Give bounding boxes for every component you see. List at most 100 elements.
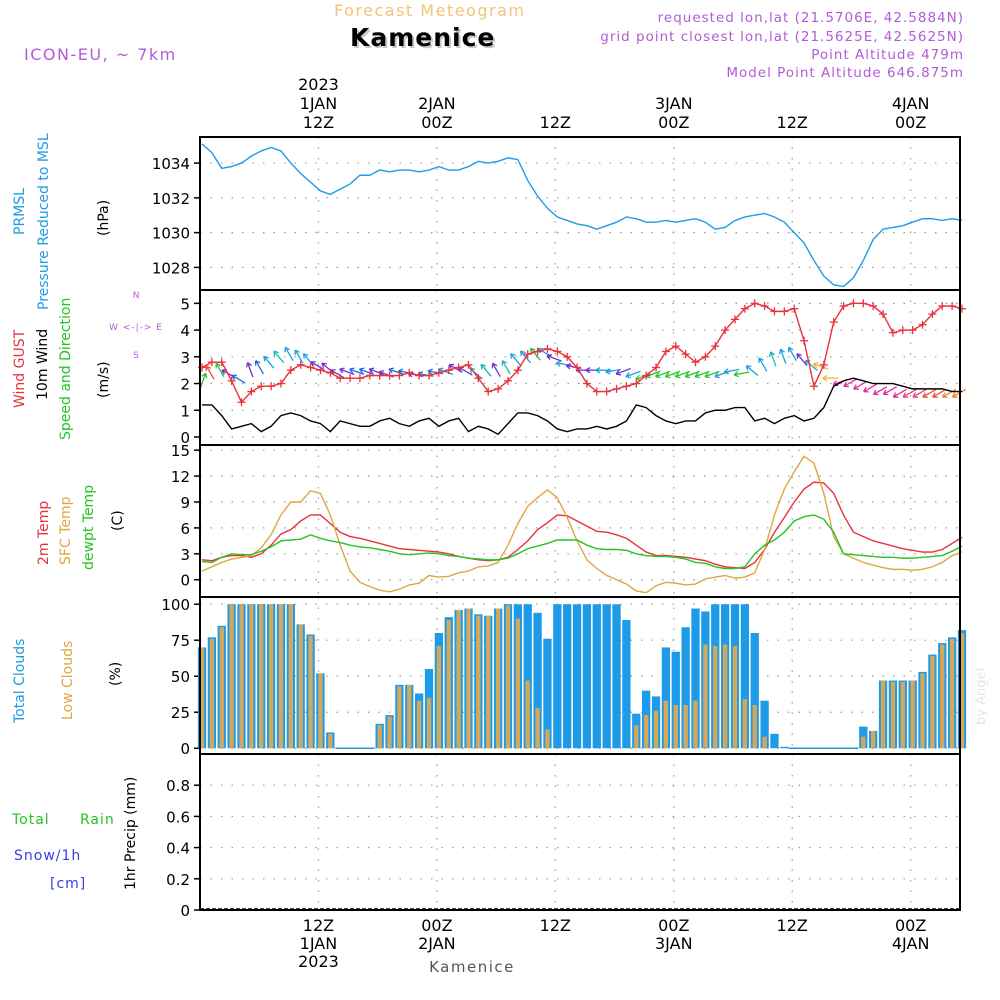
gust-marker	[543, 344, 552, 353]
gust-marker	[533, 347, 542, 356]
low-cloud-bar	[643, 715, 649, 749]
gust-marker	[602, 387, 611, 396]
top-time-label: 1JAN	[300, 94, 338, 113]
y-tick-label: 1028	[152, 259, 190, 277]
wind-arrow	[510, 353, 522, 366]
wind-arrow	[769, 351, 777, 367]
y-tick-label: 3	[180, 349, 190, 367]
wind-arrow	[902, 388, 917, 398]
low-cloud-bar	[722, 644, 728, 749]
wind-arrow	[942, 388, 957, 398]
y-tick-label: 1	[180, 402, 190, 420]
top-time-label: 00Z	[658, 113, 689, 132]
low-cloud-bar	[535, 707, 540, 749]
wind-arrow	[932, 388, 947, 398]
snow-unit-label: [cm]	[50, 876, 86, 892]
gust-marker	[267, 382, 276, 391]
series-line-dewpt	[201, 514, 963, 570]
low-cloud-bar	[456, 609, 461, 749]
pressure-labels: PRMSL Pressure Reduced to MSL (hPa)	[12, 133, 112, 310]
rain-label: Rain	[80, 812, 115, 828]
gust-marker	[622, 382, 631, 391]
bottom-time-label: 12Z	[777, 916, 808, 935]
wind-arrow	[310, 361, 325, 371]
low-cloud-bar	[920, 673, 925, 749]
gust-marker	[385, 371, 394, 380]
low-cloud-bar	[259, 604, 264, 749]
temperature-panel: 0 3 6 9 12 15	[171, 442, 963, 598]
location-title: Kamenice	[350, 23, 495, 52]
wind-arrow	[294, 349, 304, 364]
total-cloud-bar	[780, 746, 789, 749]
wind-arrow	[745, 365, 759, 377]
panel-frame	[199, 136, 961, 291]
gust-marker	[336, 374, 345, 383]
gust-marker	[296, 360, 305, 369]
gust-marker	[750, 299, 759, 308]
y-tick-label: 100	[161, 596, 190, 614]
low-cloud-bar	[713, 645, 718, 749]
bottom-time-label: 2023	[298, 952, 339, 971]
low-cloud-bar	[416, 700, 422, 749]
gust-marker	[464, 360, 473, 369]
low-cloud-bar	[949, 638, 955, 749]
gust-marker	[740, 304, 749, 313]
bottom-time-label: 1JAN	[300, 934, 338, 953]
gust-marker	[503, 376, 512, 385]
low-cloud-bar	[545, 729, 550, 749]
total-cloud-bar	[760, 700, 769, 749]
gust-marker	[888, 328, 897, 337]
low-cloud-bar	[436, 645, 442, 749]
y-tick-label: 25	[171, 704, 190, 722]
low-cloud-bar	[377, 725, 382, 749]
gust-marker	[582, 379, 591, 388]
y-tick-label: 50	[171, 668, 190, 686]
wind-arrow	[199, 372, 208, 388]
low-cloud-bar	[387, 716, 392, 749]
total-cloud-bar	[671, 651, 680, 749]
y-tick-label: 3	[180, 546, 190, 564]
top-time-label: 00Z	[895, 113, 926, 132]
wind-arrow	[843, 378, 858, 388]
total-cloud-bar	[622, 620, 631, 749]
y-tick-label: 12	[171, 468, 190, 486]
top-time-label: 00Z	[421, 113, 452, 132]
wind-arrow	[339, 367, 355, 375]
low-cloud-bar	[900, 681, 905, 749]
y-tick-label: 0	[180, 572, 190, 590]
low-cloud-bar	[199, 647, 205, 749]
wind10m-label: 10m Wind	[35, 329, 51, 400]
low-cloud-bar	[653, 710, 659, 749]
total-cloud-bar	[770, 733, 779, 749]
low-cloud-bar	[683, 705, 688, 749]
gust-marker	[908, 326, 917, 335]
gust-marker	[573, 363, 582, 372]
low-cloud-bar	[673, 705, 678, 749]
bottom-time-label: 3JAN	[655, 934, 693, 953]
bottom-time-label: 12Z	[540, 916, 571, 935]
wind-arrow	[655, 370, 671, 379]
wind-arrow	[863, 383, 878, 393]
gust-marker	[948, 302, 957, 311]
wind-arrow	[674, 370, 690, 379]
gust-marker	[494, 384, 503, 393]
total-cloud-bar	[543, 638, 552, 749]
y-tick-label: 75	[171, 632, 190, 650]
gust-marker	[760, 302, 769, 311]
low-cloud-bar	[693, 700, 698, 749]
low-cloud-bar	[890, 681, 896, 749]
low-cloud-bar	[397, 686, 402, 749]
low-cloud-bar	[959, 633, 965, 749]
wind-arrow	[625, 370, 641, 379]
low-cloud-bar	[219, 627, 224, 749]
total-cloud-bar	[533, 612, 542, 749]
wind-arrow	[853, 380, 868, 390]
top-time-label: 12Z	[777, 113, 808, 132]
wind-arrow	[263, 355, 275, 369]
low-cloud-bar	[910, 680, 915, 749]
y-tick-label: 0.8	[166, 777, 190, 795]
gust-marker	[484, 387, 493, 396]
gust-marker	[592, 387, 601, 396]
gust-marker	[809, 382, 818, 391]
wind-arrow	[723, 368, 740, 375]
